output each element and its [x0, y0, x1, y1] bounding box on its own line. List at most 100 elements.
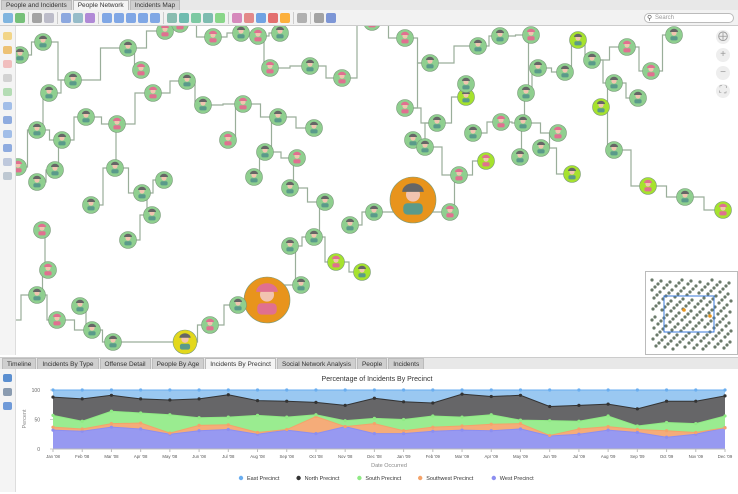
person-node[interactable] — [477, 152, 495, 170]
side-tool-icon-11[interactable] — [3, 172, 12, 180]
person-node[interactable] — [441, 203, 459, 221]
tab-offense-detail[interactable]: Offense Detail — [99, 358, 151, 369]
tab-incidents[interactable]: Incidents — [388, 358, 425, 369]
person-node[interactable] — [178, 72, 196, 90]
person-node[interactable] — [529, 59, 547, 77]
toolbar-tool-icon-15[interactable] — [191, 12, 201, 23]
person-node[interactable] — [28, 286, 46, 304]
person-node[interactable] — [245, 168, 263, 186]
person-node[interactable] — [522, 26, 540, 44]
side-tool-icon-6[interactable] — [3, 102, 12, 110]
person-node[interactable] — [469, 37, 487, 55]
person-node[interactable] — [34, 33, 52, 51]
person-node[interactable] — [119, 231, 137, 249]
person-node[interactable] — [396, 99, 414, 117]
network-canvas[interactable] — [16, 26, 738, 355]
person-node[interactable] — [171, 26, 189, 33]
person-node[interactable] — [156, 26, 174, 40]
legend-item[interactable]: West Precinct — [491, 475, 534, 482]
person-node[interactable] — [549, 124, 567, 142]
tab-people-network[interactable]: People Network — [72, 0, 129, 10]
person-node[interactable] — [119, 39, 137, 57]
person-node[interactable] — [132, 61, 150, 79]
person-node[interactable] — [172, 329, 198, 355]
person-node[interactable] — [271, 26, 289, 42]
person-node[interactable] — [492, 113, 510, 131]
person-node[interactable] — [243, 276, 291, 324]
toolbar-tool-icon-19[interactable] — [244, 12, 254, 23]
person-node[interactable] — [676, 188, 694, 206]
person-node[interactable] — [450, 166, 468, 184]
toolbar-tool-icon-4[interactable] — [44, 12, 54, 23]
person-node[interactable] — [532, 139, 550, 157]
zoom-in-button[interactable]: + — [716, 48, 730, 62]
person-node[interactable] — [201, 316, 219, 334]
toolbar-tool-icon-16[interactable] — [203, 12, 213, 23]
tab-incidents-by-type[interactable]: Incidents By Type — [37, 358, 99, 369]
person-node[interactable] — [106, 159, 124, 177]
graph-overview-minimap[interactable] — [645, 271, 738, 355]
pan-control-icon[interactable]: ⨁ — [716, 30, 730, 44]
person-node[interactable] — [256, 143, 274, 161]
side-tool-icon-8[interactable] — [3, 130, 12, 138]
person-node[interactable] — [327, 253, 345, 271]
toolbar-tool-icon-18[interactable] — [232, 12, 242, 23]
person-node[interactable] — [133, 184, 151, 202]
person-node[interactable] — [16, 46, 29, 64]
tab-incidents-map[interactable]: Incidents Map — [129, 0, 181, 10]
person-node[interactable] — [665, 26, 683, 44]
person-node[interactable] — [491, 27, 509, 45]
person-node[interactable] — [305, 119, 323, 137]
people-network-graph[interactable] — [16, 26, 738, 355]
tab-social-network-analysis[interactable]: Social Network Analysis — [276, 358, 356, 369]
person-node[interactable] — [219, 131, 237, 149]
zoom-out-button[interactable]: − — [716, 66, 730, 80]
person-node[interactable] — [642, 62, 660, 80]
person-node[interactable] — [714, 201, 732, 219]
person-node[interactable] — [108, 115, 126, 133]
tab-people-and-incidents[interactable]: People and Incidents — [1, 0, 72, 10]
person-node[interactable] — [16, 158, 27, 176]
person-node[interactable] — [556, 63, 574, 81]
print-icon[interactable] — [3, 388, 12, 396]
person-node[interactable] — [28, 121, 46, 139]
minimap-canvas[interactable] — [646, 272, 737, 354]
person-node[interactable] — [583, 51, 601, 69]
person-node[interactable] — [40, 84, 58, 102]
person-node[interactable] — [143, 206, 161, 224]
person-node[interactable] — [305, 228, 323, 246]
person-node[interactable] — [517, 84, 535, 102]
legend-item[interactable]: Southwest Precinct — [418, 475, 474, 482]
toolbar-tool-icon-10[interactable] — [126, 12, 136, 23]
person-node[interactable] — [333, 69, 351, 87]
person-node[interactable] — [194, 96, 212, 114]
tab-timeline[interactable]: Timeline — [2, 358, 37, 369]
tab-incidents-by-precinct[interactable]: Incidents By Precinct — [205, 358, 276, 369]
toolbar-tool-icon-5[interactable] — [61, 12, 71, 23]
person-node[interactable] — [155, 171, 173, 189]
toolbar-tool-icon-2[interactable] — [15, 12, 25, 23]
fit-to-screen-icon[interactable]: ⛶ — [716, 84, 730, 98]
person-node[interactable] — [416, 138, 434, 156]
person-node[interactable] — [269, 108, 287, 126]
person-node[interactable] — [232, 26, 250, 42]
person-node[interactable] — [48, 311, 66, 329]
person-node[interactable] — [514, 114, 532, 132]
person-node[interactable] — [316, 193, 334, 211]
toolbar-tool-icon-14[interactable] — [179, 12, 189, 23]
person-node[interactable] — [563, 165, 581, 183]
person-node[interactable] — [229, 296, 247, 314]
side-tool-icon-10[interactable] — [3, 158, 12, 166]
toolbar-tool-icon-11[interactable] — [138, 12, 148, 23]
toolbar-tool-icon-23[interactable] — [297, 12, 307, 23]
toolbar-tool-icon-24[interactable] — [314, 12, 324, 23]
person-node[interactable] — [389, 176, 437, 224]
person-node[interactable] — [292, 276, 310, 294]
legend-item[interactable]: North Precinct — [296, 475, 340, 482]
toolbar-tool-icon-20[interactable] — [256, 12, 266, 23]
person-node[interactable] — [592, 98, 610, 116]
person-node[interactable] — [618, 38, 636, 56]
person-node[interactable] — [204, 28, 222, 46]
toolbar-tool-icon-8[interactable] — [102, 12, 112, 23]
person-node[interactable] — [71, 297, 89, 315]
